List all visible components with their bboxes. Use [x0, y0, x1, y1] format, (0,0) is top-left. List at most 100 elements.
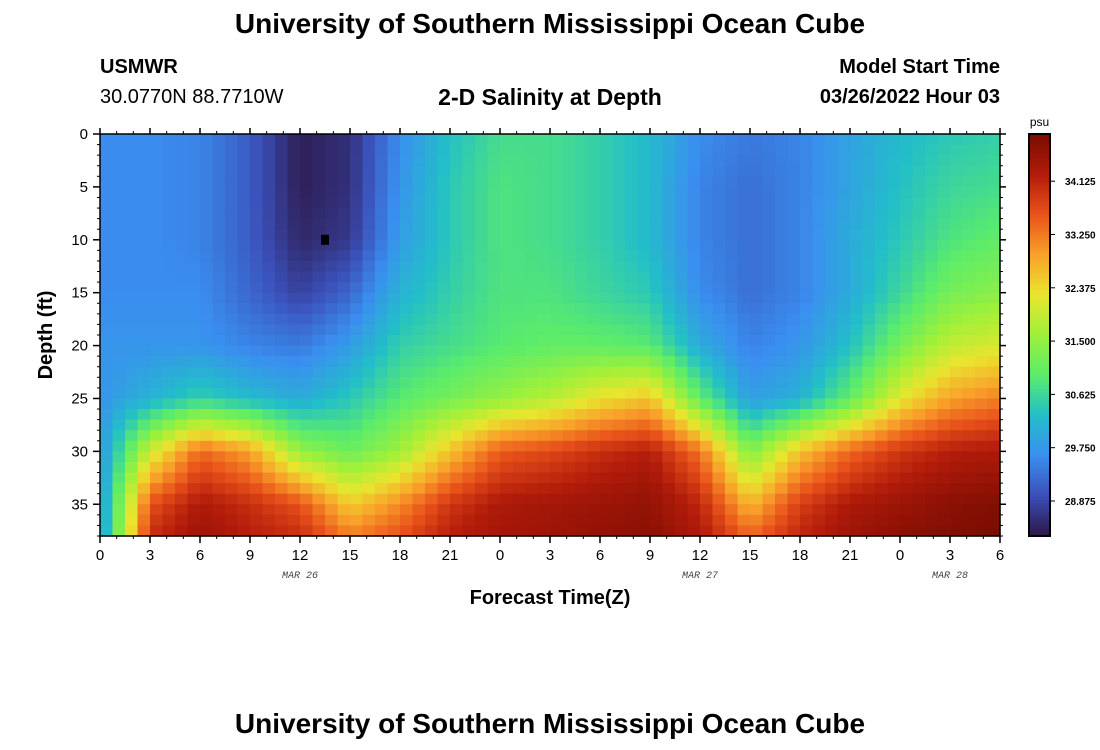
heatmap-cell [950, 377, 964, 389]
heatmap-cell [687, 430, 701, 442]
heatmap-cell [975, 144, 989, 156]
heatmap-cell [887, 229, 901, 241]
heatmap-cell [512, 472, 526, 484]
heatmap-cell [200, 186, 214, 199]
heatmap-cell [450, 335, 464, 347]
heatmap-cell [150, 292, 164, 304]
heatmap-cell [575, 176, 589, 188]
heatmap-cell [350, 345, 364, 357]
heatmap-cell [475, 208, 489, 220]
heatmap-cell [575, 208, 589, 220]
heatmap-cell [600, 165, 614, 177]
heatmap-cell [437, 461, 451, 474]
heatmap-cell [662, 525, 676, 537]
heatmap-cell [912, 134, 926, 146]
heatmap-cell [587, 514, 601, 527]
heatmap-cell [187, 271, 201, 283]
heatmap-cell [775, 197, 789, 209]
heatmap-cell [725, 451, 739, 463]
heatmap-cell [637, 504, 651, 516]
heatmap-cell [562, 208, 576, 220]
heatmap-cell [775, 208, 789, 220]
heatmap-cell [262, 409, 276, 421]
heatmap-cell [512, 229, 526, 241]
heatmap-cell [812, 324, 826, 336]
heatmap-cell [575, 324, 589, 336]
heatmap-cell [512, 144, 526, 156]
heatmap-cell [862, 208, 876, 220]
heatmap-cell [250, 208, 264, 220]
heatmap-cell [300, 525, 314, 537]
heatmap-cell [325, 186, 339, 199]
heatmap-cell [837, 472, 851, 484]
heatmap-cell [912, 229, 926, 241]
heatmap-cell [862, 324, 876, 336]
heatmap-cell [787, 514, 801, 527]
heatmap-cell [962, 472, 976, 484]
heatmap-cell [662, 208, 676, 220]
heatmap-cell [550, 239, 564, 251]
heatmap-cell [812, 366, 826, 378]
heatmap-cell [350, 483, 364, 495]
heatmap-cell [100, 144, 114, 156]
heatmap-cell [325, 208, 339, 220]
colorbar-unit: psu [1030, 115, 1049, 129]
heatmap-cell [800, 197, 814, 209]
heatmap-cell [725, 409, 739, 421]
heatmap-cell [262, 483, 276, 495]
heatmap-cell [187, 186, 201, 199]
heatmap-cell [512, 218, 526, 230]
heatmap-cell [512, 398, 526, 410]
heatmap-cell [650, 260, 664, 273]
heatmap-cell [762, 282, 776, 294]
heatmap-cell [650, 419, 664, 431]
heatmap-cell [150, 303, 164, 315]
heatmap-cell [800, 504, 814, 516]
heatmap-cell [562, 345, 576, 357]
heatmap-cell [525, 366, 539, 378]
heatmap-cell [325, 250, 339, 262]
heatmap-cell [437, 324, 451, 336]
heatmap-cell [237, 155, 251, 167]
heatmap-cell [487, 345, 501, 357]
heatmap-cell [187, 229, 201, 241]
heatmap-cell [825, 451, 839, 463]
heatmap-cell [787, 250, 801, 262]
heatmap-cell [362, 303, 376, 315]
heatmap-cell [275, 197, 289, 209]
heatmap-cell [362, 525, 376, 537]
heatmap-cell [425, 493, 439, 505]
heatmap-cell [225, 356, 239, 368]
heatmap-cell [550, 461, 564, 474]
heatmap-cell [587, 419, 601, 431]
heatmap-cell [712, 525, 726, 537]
heatmap-cell [862, 451, 876, 463]
colorbar-tick-label: 34.125 [1065, 177, 1096, 188]
heatmap-cell [325, 271, 339, 283]
heatmap-cell [400, 430, 414, 442]
heatmap-cell [825, 218, 839, 230]
heatmap-cell [737, 208, 751, 220]
heatmap-cell [100, 409, 114, 421]
heatmap-cell [662, 292, 676, 304]
heatmap-cell [212, 398, 226, 410]
heatmap-cell [312, 208, 326, 220]
heatmap-cell [287, 504, 301, 516]
heatmap-cell [737, 409, 751, 421]
heatmap-cell [937, 292, 951, 304]
heatmap-cell [312, 461, 326, 474]
heatmap-cell [850, 218, 864, 230]
heatmap-cell [775, 229, 789, 241]
heatmap-cell [850, 430, 864, 442]
heatmap-cell [537, 335, 551, 347]
heatmap-cell [325, 409, 339, 421]
heatmap-cell [287, 493, 301, 505]
heatmap-cell [437, 186, 451, 199]
heatmap-cell [875, 335, 889, 347]
heatmap-cell [925, 483, 939, 495]
heatmap-cell [250, 387, 264, 400]
heatmap-cell [100, 493, 114, 505]
heatmap-cell [962, 356, 976, 368]
heatmap-cell [762, 514, 776, 527]
heatmap-cell [300, 387, 314, 400]
